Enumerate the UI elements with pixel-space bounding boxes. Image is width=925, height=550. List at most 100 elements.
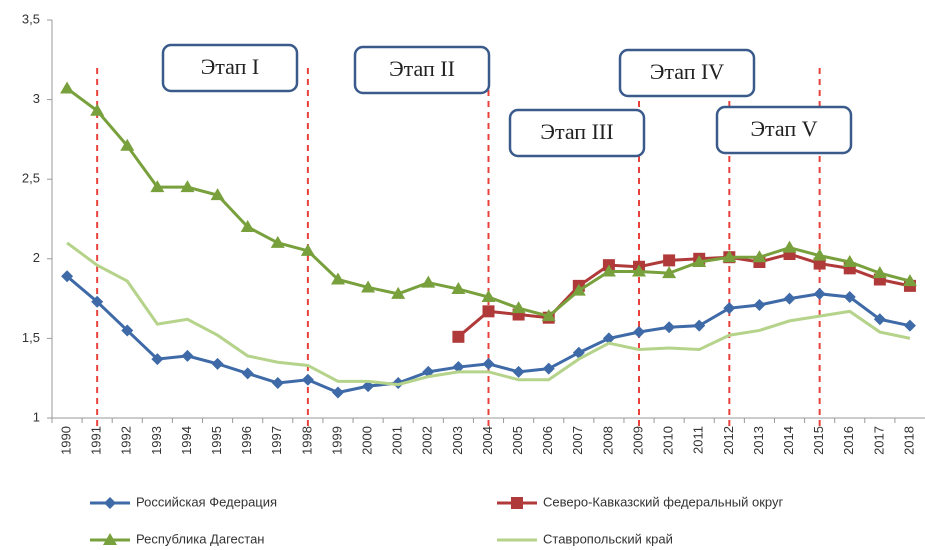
x-tick-label: 2007 — [570, 426, 585, 455]
x-tick-label: 1996 — [239, 426, 254, 455]
marker — [872, 266, 887, 279]
marker — [451, 282, 466, 295]
x-tick-label: 1997 — [269, 426, 284, 455]
series-line — [66, 241, 911, 387]
y-tick-label: 3 — [33, 91, 40, 106]
y-tick-label: 3,5 — [22, 11, 40, 26]
marker — [301, 373, 314, 386]
marker — [61, 270, 74, 283]
marker — [120, 138, 135, 151]
legend-label: Российская Федерация — [136, 494, 277, 509]
marker — [722, 250, 737, 263]
stage-label: Этап I — [201, 54, 259, 79]
stage-label: Этап III — [540, 119, 613, 144]
legend-label: Республика Дагестан — [136, 531, 264, 546]
x-tick-label: 2008 — [600, 426, 615, 455]
x-tick-label: 1995 — [209, 426, 224, 455]
marker — [842, 254, 857, 267]
marker — [270, 235, 285, 248]
marker — [783, 292, 796, 305]
marker — [481, 290, 496, 303]
marker — [240, 219, 255, 232]
marker — [783, 248, 796, 261]
stage-box — [161, 43, 299, 93]
stage-box — [508, 108, 646, 158]
x-tick-label: 1999 — [329, 426, 344, 455]
marker — [210, 188, 225, 201]
x-tick-label: 2003 — [450, 426, 465, 455]
marker — [541, 309, 556, 322]
legend-label: Северо-Кавказский федеральный округ — [543, 494, 783, 509]
marker — [150, 180, 165, 193]
y-tick-label: 1,5 — [22, 330, 40, 345]
stage-label: Этап IV — [650, 59, 724, 84]
marker — [121, 324, 134, 337]
marker — [602, 332, 615, 345]
marker — [633, 326, 646, 339]
marker — [903, 319, 916, 332]
legend-label: Ставропольский край — [543, 531, 673, 546]
marker — [392, 376, 405, 389]
marker — [663, 254, 676, 267]
marker — [692, 254, 707, 267]
x-tick-label: 2002 — [420, 426, 435, 455]
marker — [813, 287, 826, 300]
x-tick-label: 2001 — [390, 426, 405, 455]
marker — [330, 272, 345, 285]
marker — [662, 266, 677, 279]
marker — [180, 180, 195, 193]
marker — [421, 275, 436, 288]
marker — [271, 376, 284, 389]
marker — [601, 264, 616, 277]
x-tick-label: 2015 — [811, 426, 826, 455]
marker — [331, 386, 344, 399]
marker — [391, 286, 406, 299]
marker — [104, 497, 116, 509]
x-tick-label: 2018 — [901, 426, 916, 455]
x-tick-label: 2011 — [691, 426, 706, 454]
stage-box — [618, 48, 756, 98]
marker — [511, 497, 523, 509]
marker — [60, 81, 75, 94]
x-tick-label: 2006 — [540, 426, 555, 455]
marker — [542, 362, 555, 375]
y-tick-label: 2,5 — [22, 171, 40, 186]
y-tick-label: 2 — [33, 250, 40, 265]
marker — [241, 367, 254, 380]
marker — [572, 346, 585, 359]
x-tick-label: 1993 — [149, 426, 164, 455]
marker — [632, 264, 647, 277]
marker — [782, 240, 797, 253]
marker — [752, 250, 767, 263]
marker — [151, 353, 164, 366]
stage-box — [353, 45, 491, 95]
marker — [693, 319, 706, 332]
x-tick-label: 2004 — [480, 426, 495, 455]
marker — [571, 283, 586, 296]
marker — [902, 274, 917, 287]
marker — [753, 298, 766, 311]
x-tick-label: 1991 — [89, 426, 104, 455]
marker — [181, 349, 194, 362]
marker — [723, 302, 736, 315]
x-tick-label: 2005 — [510, 426, 525, 455]
marker — [843, 291, 856, 304]
marker — [873, 313, 886, 326]
marker — [452, 330, 465, 343]
stage-label: Этап II — [389, 56, 455, 81]
marker — [511, 301, 526, 314]
marker — [482, 357, 495, 370]
marker — [361, 280, 376, 293]
marker — [103, 533, 117, 545]
series-line — [457, 252, 911, 338]
y-tick-label: 1 — [33, 409, 40, 424]
marker — [211, 357, 224, 370]
marker — [452, 361, 465, 374]
x-tick-label: 2000 — [360, 426, 375, 455]
stage-box — [715, 105, 853, 155]
marker — [90, 103, 105, 116]
x-tick-label: 1992 — [119, 426, 134, 455]
marker — [812, 248, 827, 261]
x-tick-label: 2014 — [781, 426, 796, 455]
marker — [91, 295, 104, 308]
